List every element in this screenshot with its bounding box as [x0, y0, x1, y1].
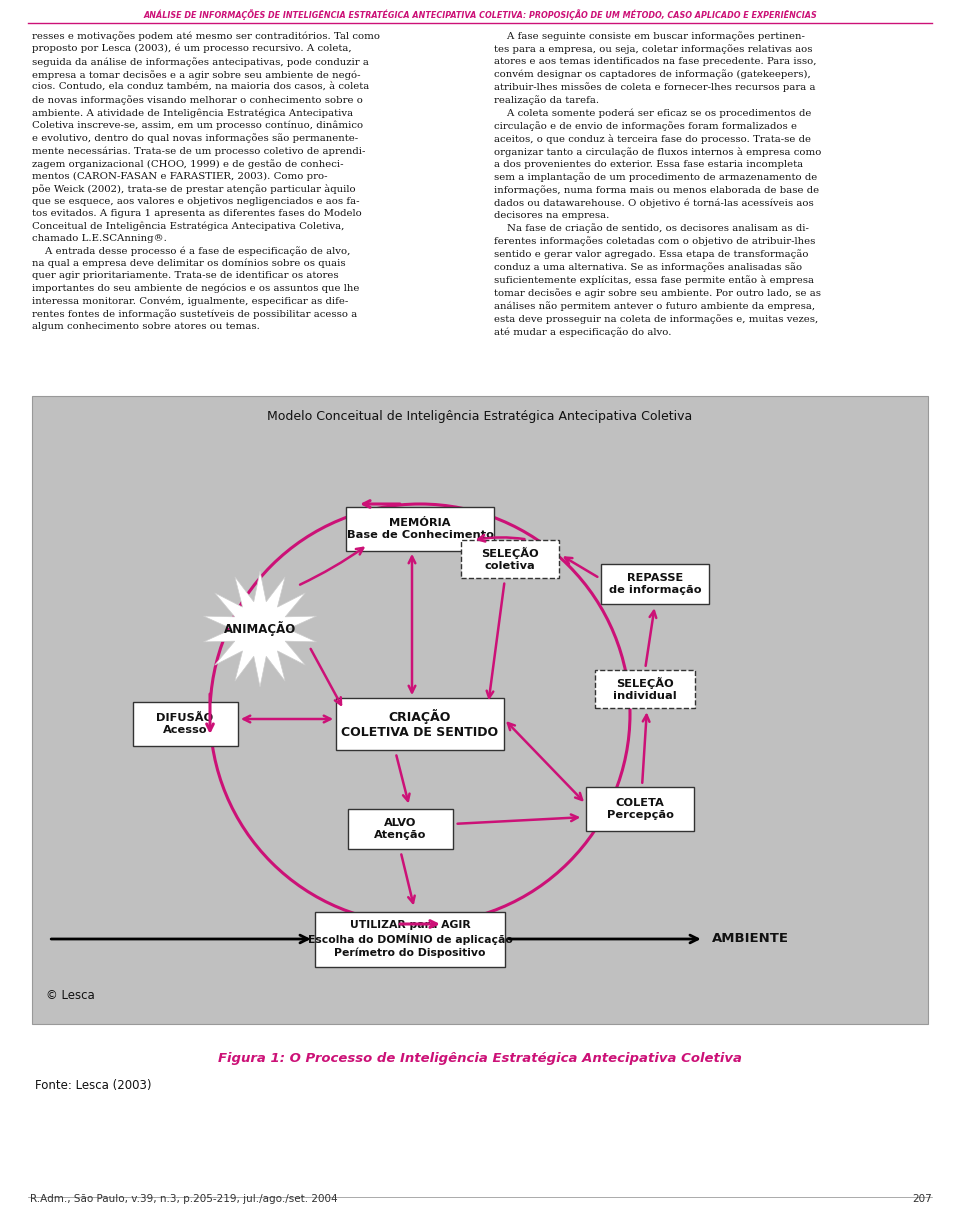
Text: ALVO
Atenção: ALVO Atenção [373, 818, 426, 840]
Text: 207: 207 [912, 1193, 932, 1204]
Bar [461, 540, 559, 578]
Bar [132, 702, 237, 746]
Bar [601, 564, 709, 603]
Text: CRIAÇÃO
COLETIVA DE SENTIDO: CRIAÇÃO COLETIVA DE SENTIDO [342, 708, 498, 740]
Text: SELEÇÃO
coletiva: SELEÇÃO coletiva [481, 547, 539, 572]
Text: Figura 1: O Processo de Inteligência Estratégica Antecipativa Coletiva: Figura 1: O Processo de Inteligência Est… [218, 1052, 742, 1065]
Text: Modelo Conceitual de Inteligência Estratégica Antecipativa Coletiva: Modelo Conceitual de Inteligência Estrat… [268, 410, 692, 423]
Bar [32, 396, 928, 1024]
Text: ANÁLISE DE INFORMAÇÕES DE INTELIGÊNCIA ESTRATÉGICA ANTECIPATIVA COLETIVA: PROPOS: ANÁLISE DE INFORMAÇÕES DE INTELIGÊNCIA E… [143, 9, 817, 20]
Text: © Lesca: © Lesca [46, 989, 95, 1002]
Bar [315, 912, 505, 967]
Text: A fase seguinte consiste em buscar informações pertinen-
tes para a empresa, ou : A fase seguinte consiste em buscar infor… [494, 30, 822, 338]
Text: REPASSE
de informação: REPASSE de informação [609, 573, 701, 595]
Bar [346, 507, 494, 551]
Text: resses e motivações podem até mesmo ser contraditórios. Tal como
proposto por Le: resses e motivações podem até mesmo ser … [32, 30, 380, 330]
Text: UTILIZAR para AGIR
Escolha do DOMÍNIO de aplicação
Perímetro do Dispositivo: UTILIZAR para AGIR Escolha do DOMÍNIO de… [307, 920, 513, 958]
Text: DIFUSÃO
Acesso: DIFUSÃO Acesso [156, 713, 214, 735]
Text: COLETA
Percepção: COLETA Percepção [607, 797, 673, 820]
Text: ANIMAÇÃO: ANIMAÇÃO [224, 622, 296, 636]
Bar [348, 809, 452, 848]
Bar [595, 670, 695, 708]
Bar [336, 698, 504, 750]
Text: SELEÇÃO
individual: SELEÇÃO individual [613, 677, 677, 701]
Text: Fonte: Lesca (2003): Fonte: Lesca (2003) [35, 1079, 152, 1092]
Text: AMBIENTE: AMBIENTE [711, 933, 788, 946]
Polygon shape [204, 570, 317, 688]
Text: MEMÓRIA
Base de Conhecimento: MEMÓRIA Base de Conhecimento [347, 518, 493, 540]
Text: R.Adm., São Paulo, v.39, n.3, p.205-219, jul./ago./set. 2004: R.Adm., São Paulo, v.39, n.3, p.205-219,… [30, 1193, 338, 1204]
Bar [586, 787, 694, 831]
